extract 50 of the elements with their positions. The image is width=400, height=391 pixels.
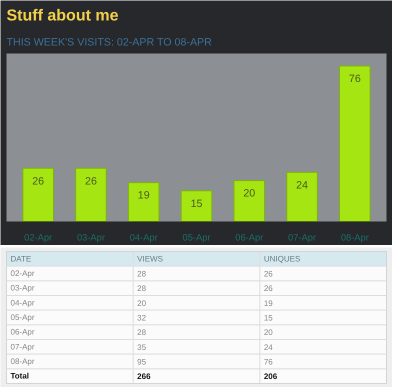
category-label: 06-Apr <box>10 328 35 337</box>
x-tick-label: 05-Apr <box>182 232 210 242</box>
bar <box>75 168 107 222</box>
x-tick-label: 06-Apr <box>235 232 264 242</box>
bar <box>180 190 212 222</box>
data-label: 15 <box>264 314 274 322</box>
data-label: 24 <box>264 342 274 352</box>
data-label: 95 <box>137 358 147 366</box>
category-label: 02-Apr <box>10 269 35 278</box>
data-label: 20 <box>243 188 256 200</box>
data-label: 26 <box>264 284 274 294</box>
text: 266 <box>137 372 151 382</box>
data-label: 76 <box>348 72 361 85</box>
data-label: 19 <box>264 298 274 308</box>
x-tick-label: 02-Apr <box>24 232 52 242</box>
category-label: 03-Apr <box>10 284 35 293</box>
data-label: 20 <box>137 298 147 308</box>
data-label: 26 <box>264 270 274 278</box>
series-label: VIEWS <box>137 254 163 264</box>
bar <box>22 168 54 222</box>
data-label: 32 <box>137 314 147 322</box>
bar <box>339 65 371 222</box>
category-label: 08-Apr <box>10 357 35 366</box>
data-label: 28 <box>137 284 147 294</box>
bar <box>286 172 318 222</box>
data-label: 26 <box>32 175 44 188</box>
text: 206 <box>264 372 278 382</box>
data-label: 28 <box>137 328 147 338</box>
data-label: 76 <box>264 358 274 366</box>
data-label: 19 <box>138 190 150 202</box>
data-label: 26 <box>85 175 97 188</box>
series-label: UNIQUES <box>264 254 300 264</box>
bar <box>128 182 160 222</box>
chart-subtitle: THIS WEEK'S VISITS: 02-APR TO 08-APR <box>6 36 212 48</box>
bar <box>233 180 266 222</box>
text: DATE <box>10 254 32 264</box>
data-label: 20 <box>264 328 274 338</box>
category-label: 04-Apr <box>10 298 35 308</box>
data-label: 35 <box>137 342 147 352</box>
data-label: 15 <box>190 198 202 210</box>
category-label: 07-Apr <box>10 342 35 352</box>
data-label: 28 <box>137 270 147 278</box>
chart-title: Stuff about me <box>6 8 119 24</box>
x-tick-label: 07-Apr <box>288 232 316 242</box>
data-label: 24 <box>296 179 308 192</box>
text: Total <box>10 372 30 381</box>
x-tick-label: 08-Apr <box>340 232 369 242</box>
x-tick-label: 04-Apr <box>130 232 158 242</box>
category-label: 05-Apr <box>10 313 35 322</box>
x-tick-label: 03-Apr <box>76 232 105 242</box>
